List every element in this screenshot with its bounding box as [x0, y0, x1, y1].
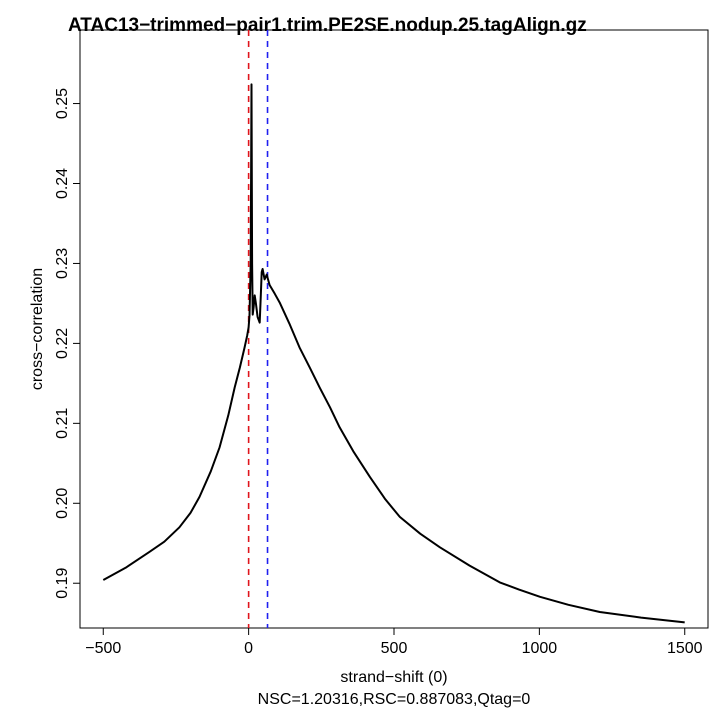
x-tick-label: 1500 — [667, 640, 703, 657]
x-tick-label: 0 — [244, 640, 253, 657]
y-tick-label: 0.25 — [54, 88, 71, 119]
y-tick-label: 0.23 — [54, 248, 71, 279]
chart-title: ATAC13−trimmed−pair1.trim.PE2SE.nodup.25… — [68, 15, 587, 36]
y-tick-label: 0.24 — [54, 168, 71, 199]
x-tick-label: −500 — [85, 640, 121, 657]
y-tick-label: 0.22 — [54, 328, 71, 359]
y-tick-label: 0.19 — [54, 568, 71, 599]
x-axis: −500 0 500 1000 1500 — [85, 627, 703, 657]
y-tick-label: 0.20 — [54, 488, 71, 519]
y-tick-label: 0.21 — [54, 408, 71, 439]
x-axis-label: strand−shift (0) — [340, 669, 447, 686]
plot-frame — [79, 29, 709, 629]
x-tick-label: 1000 — [522, 640, 558, 657]
chart-subtitle: NSC=1.20316,RSC=0.887083,Qtag=0 — [258, 691, 531, 708]
series-line-cross-correlation — [102, 83, 685, 624]
y-axis: 0.19 0.20 0.21 0.22 0.23 0.24 0.25 — [54, 88, 81, 599]
x-tick-label: 500 — [381, 640, 408, 657]
y-axis-label: cross−correlation — [29, 268, 46, 390]
